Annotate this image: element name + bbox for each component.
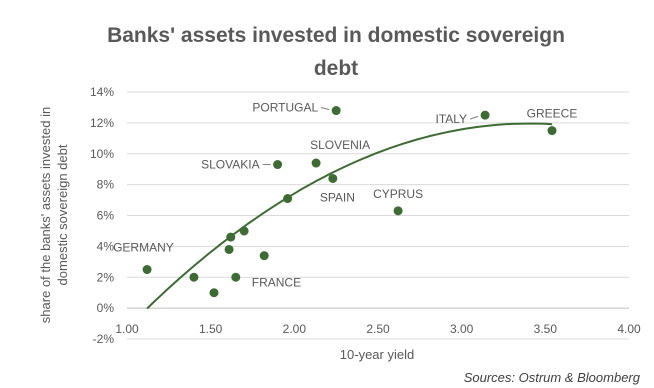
y-tick-label: 14% [90,85,114,99]
x-tick-label: 1.00 [115,322,139,336]
chart-title-line-2: debt [314,57,358,80]
data-point [189,272,199,282]
point-label: GREECE [527,107,578,121]
point-label: ITALY [436,112,468,126]
label-leader [321,107,330,111]
trendline-layer [146,122,553,310]
x-tick-label: 2.00 [283,322,307,336]
data-points [142,106,557,298]
data-point [224,244,234,254]
data-point [239,226,249,236]
x-tick-label: 3.50 [534,322,558,336]
data-point [311,158,321,168]
x-tick-label: 4.00 [617,322,641,336]
chart-title-line-1: Banks' assets invested in domestic sover… [107,24,565,47]
point-labels: GERMANY FRANCE SLOVAKIA SLOVENIA SPAIN PORTUG… [113,101,577,290]
gridlines [127,91,629,340]
data-point [393,206,403,216]
data-point [226,232,236,242]
data-point [547,126,557,136]
chart-title: Banks' assets invested in domestic sover… [107,24,565,80]
x-tick-label: 3.00 [450,322,474,336]
data-point [142,265,152,275]
x-tick-label: 2.50 [366,322,390,336]
point-label: FRANCE [252,275,301,289]
point-label: SPAIN [320,190,355,204]
axes: -2% 0% 2% 4% 6% 8% 10% 12% 14% 1.00 1.50 2.00 2.50 3.… [90,85,641,346]
y-tick-label: 8% [97,178,115,192]
y-tick-label: 10% [90,147,114,161]
source-note: Sources: Ostrum & Bloomberg [464,370,641,385]
y-tick-label: 4% [97,239,115,253]
y-tick-label: 12% [90,116,114,130]
trendline [146,122,553,310]
y-tick-label: 6% [97,209,115,223]
data-point [328,173,338,183]
point-label: SLOVENIA [310,138,370,152]
data-point [283,194,293,204]
data-point [273,160,283,170]
data-point [331,106,341,116]
x-axis-title: 10-year yield [340,347,414,362]
y-axis-title-line-2: domestic sovereign debt [55,144,70,285]
data-point [231,272,241,282]
point-label: CYPRUS [373,187,423,201]
y-tick-label: 0% [97,301,115,315]
y-tick-label: -2% [93,332,115,346]
y-axis-title-line-1: share of the banks' assets invested in [38,107,53,323]
data-point [259,251,269,261]
point-label: GERMANY [113,241,174,255]
data-point [480,110,490,120]
y-tick-label: 2% [97,270,115,284]
x-tick-label: 1.50 [199,322,223,336]
label-leader [469,115,479,120]
point-label: SLOVAKIA [201,158,259,172]
data-point [209,288,219,298]
point-label: PORTUGAL [252,101,318,115]
y-axis-title: share of the banks' assets invested in d… [38,107,70,323]
